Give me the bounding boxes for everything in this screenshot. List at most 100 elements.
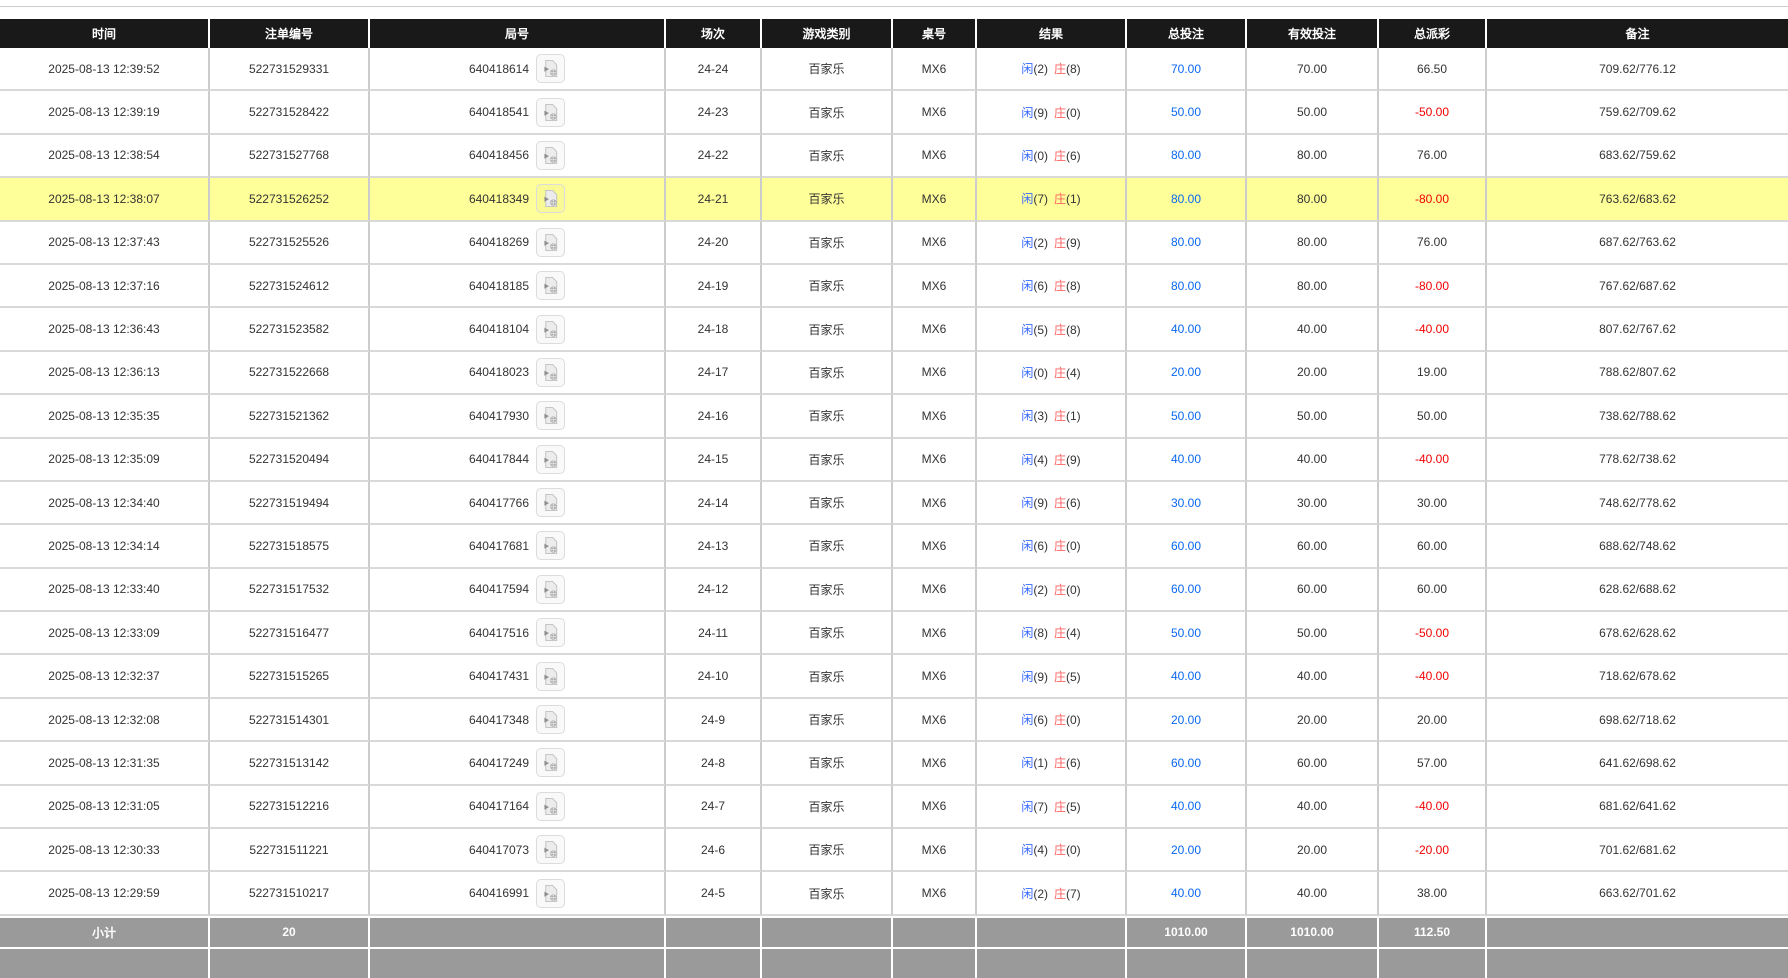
round-id-wrap: 640418456 bbox=[468, 140, 566, 170]
video-file-icon bbox=[541, 233, 560, 252]
video-replay-button[interactable] bbox=[536, 531, 566, 561]
round-id-wrap: 640418349 bbox=[469, 184, 566, 214]
time-cell: 2025-08-13 12:30:33 bbox=[0, 829, 210, 873]
video-replay-button[interactable] bbox=[536, 618, 566, 648]
game-type-cell: 百家乐 bbox=[762, 742, 893, 786]
grand-total-bet_id-cell bbox=[210, 946, 370, 978]
table-row[interactable]: 2025-08-13 12:39:19 522731528422 640418541… bbox=[0, 91, 1788, 135]
round-id-cell: 640417249 bbox=[370, 742, 666, 786]
game-type-cell: 百家乐 bbox=[762, 655, 893, 699]
video-replay-button[interactable] bbox=[536, 574, 566, 604]
table-row[interactable]: 2025-08-13 12:37:16 522731524612 640418185… bbox=[0, 264, 1788, 309]
video-replay-button[interactable] bbox=[536, 54, 566, 84]
table-row[interactable]: 2025-08-13 12:34:14 522731518575 640417681… bbox=[0, 525, 1788, 569]
result-cell: 闲(2) 庄(7) bbox=[977, 872, 1127, 916]
player-label: 闲 bbox=[1021, 539, 1034, 554]
video-replay-button[interactable] bbox=[536, 444, 566, 474]
table-row[interactable]: 2025-08-13 12:30:33 522731511221 640417073… bbox=[0, 829, 1788, 873]
remark-cell: 738.62/788.62 bbox=[1487, 395, 1788, 439]
total-bet-cell: 60.00 bbox=[1127, 742, 1247, 786]
total-bet-value: 40.00 bbox=[1170, 886, 1202, 901]
total-bet-cell: 50.00 bbox=[1127, 612, 1247, 656]
video-replay-button[interactable] bbox=[536, 401, 566, 431]
banker-label: 庄 bbox=[1054, 148, 1067, 163]
table-row[interactable]: 2025-08-13 12:39:52 522731529331 640418614… bbox=[0, 48, 1788, 92]
video-replay-button[interactable] bbox=[536, 140, 566, 170]
table-row[interactable]: 2025-08-13 12:33:40 522731517532 640417594… bbox=[0, 568, 1788, 613]
table-row[interactable]: 2025-08-13 12:29:59 522731510217 640416991… bbox=[0, 872, 1788, 916]
video-replay-button[interactable] bbox=[536, 357, 566, 387]
video-replay-button[interactable] bbox=[536, 835, 566, 865]
table-row[interactable]: 2025-08-13 12:37:43 522731525526 640418269… bbox=[0, 221, 1788, 265]
payout-cell: 60.00 bbox=[1379, 568, 1487, 613]
video-replay-button[interactable] bbox=[536, 184, 566, 214]
payout-value: 20.00 bbox=[1416, 712, 1448, 727]
bet-id-cell: 522731519494 bbox=[210, 481, 370, 526]
col-header-round_id: 局号 bbox=[370, 19, 666, 48]
round-id-cell: 640417766 bbox=[370, 481, 666, 526]
time-cell: 2025-08-13 12:38:07 bbox=[0, 178, 210, 222]
bet-id-cell: 522731528422 bbox=[210, 91, 370, 135]
player-score: (6) bbox=[1033, 539, 1048, 554]
banker-score: (0) bbox=[1066, 539, 1081, 554]
table-row[interactable]: 2025-08-13 12:34:40 522731519494 640417766… bbox=[0, 481, 1788, 526]
video-replay-button[interactable] bbox=[536, 97, 566, 127]
video-replay-button[interactable] bbox=[536, 748, 566, 778]
video-replay-button[interactable] bbox=[536, 314, 566, 344]
valid-bet-cell: 50.00 bbox=[1247, 612, 1379, 656]
video-replay-button[interactable] bbox=[536, 661, 566, 691]
remark-cell: 628.62/688.62 bbox=[1487, 568, 1788, 613]
total-bet-value: 70.00 bbox=[1170, 61, 1202, 76]
result-cell: 闲(2) 庄(8) bbox=[977, 48, 1127, 92]
video-replay-button[interactable] bbox=[536, 705, 566, 735]
table-row[interactable]: 2025-08-13 12:33:09 522731516477 640417516… bbox=[0, 612, 1788, 656]
round-id-value: 640418104 bbox=[468, 322, 530, 337]
video-replay-button[interactable] bbox=[536, 488, 566, 518]
time-cell: 2025-08-13 12:36:13 bbox=[0, 351, 210, 396]
video-replay-button[interactable] bbox=[536, 271, 566, 301]
total-bet-cell: 60.00 bbox=[1127, 525, 1247, 569]
table-row[interactable]: 2025-08-13 12:32:37 522731515265 640417431… bbox=[0, 655, 1788, 699]
result-cell: 闲(0) 庄(6) bbox=[977, 134, 1127, 179]
video-file-icon bbox=[541, 884, 560, 903]
player-label: 闲 bbox=[1021, 713, 1034, 728]
video-replay-button[interactable] bbox=[536, 227, 566, 257]
grand-total-total_bet-cell bbox=[1127, 946, 1247, 978]
banker-label: 庄 bbox=[1054, 756, 1067, 771]
table-row[interactable]: 2025-08-13 12:36:13 522731522668 640418023… bbox=[0, 351, 1788, 396]
video-replay-button[interactable] bbox=[536, 791, 566, 821]
payout-cell: -50.00 bbox=[1379, 612, 1487, 656]
video-replay-button[interactable] bbox=[536, 878, 566, 908]
remark-cell: 788.62/807.62 bbox=[1487, 351, 1788, 396]
subtotal-time-cell: 小计 bbox=[0, 915, 210, 947]
table-row[interactable]: 2025-08-13 12:35:09 522731520494 640417844… bbox=[0, 438, 1788, 482]
session-cell: 24-22 bbox=[666, 134, 762, 179]
round-id-value: 640418456 bbox=[468, 148, 530, 163]
round-id-value: 640417766 bbox=[468, 495, 530, 510]
round-id-wrap: 640417164 bbox=[469, 791, 566, 821]
video-file-icon bbox=[541, 623, 560, 642]
round-id-wrap: 640417431 bbox=[469, 661, 566, 691]
round-id-wrap: 640418614 bbox=[469, 54, 566, 84]
payout-value: 30.00 bbox=[1416, 495, 1448, 510]
table-row[interactable]: 2025-08-13 12:32:08 522731514301 640417348… bbox=[0, 698, 1788, 743]
table-row[interactable]: 2025-08-13 12:38:54 522731527768 640418456… bbox=[0, 134, 1788, 179]
banker-score: (4) bbox=[1066, 626, 1081, 641]
total-bet-cell: 20.00 bbox=[1127, 829, 1247, 873]
video-file-icon bbox=[541, 710, 560, 729]
table-no-cell: MX6 bbox=[893, 568, 977, 613]
total-bet-value: 50.00 bbox=[1170, 105, 1202, 120]
grand-total-session-cell bbox=[666, 946, 762, 978]
round-id-cell: 640417930 bbox=[370, 395, 666, 439]
col-header-payout: 总派彩 bbox=[1379, 19, 1487, 48]
game-type-cell: 百家乐 bbox=[762, 438, 893, 482]
table-row[interactable]: 2025-08-13 12:31:35 522731513142 640417249… bbox=[0, 742, 1788, 786]
time-cell: 2025-08-13 12:34:14 bbox=[0, 525, 210, 569]
table-no-cell: MX6 bbox=[893, 438, 977, 482]
table-row[interactable]: 2025-08-13 12:31:05 522731512216 640417164… bbox=[0, 785, 1788, 830]
table-row[interactable]: 2025-08-13 12:38:07 522731526252 640418349… bbox=[0, 178, 1788, 222]
table-row[interactable]: 2025-08-13 12:36:43 522731523582 640418104… bbox=[0, 308, 1788, 352]
player-score: (2) bbox=[1033, 235, 1048, 250]
table-no-cell: MX6 bbox=[893, 698, 977, 743]
table-row[interactable]: 2025-08-13 12:35:35 522731521362 640417930… bbox=[0, 395, 1788, 439]
